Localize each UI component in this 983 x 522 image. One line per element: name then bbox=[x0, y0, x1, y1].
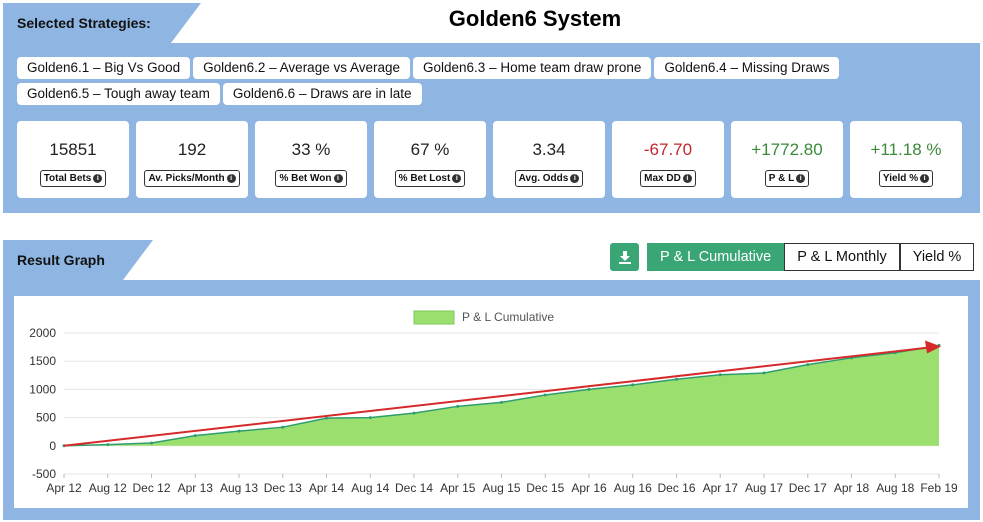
tab-yield[interactable]: Yield % bbox=[899, 243, 975, 271]
series-area bbox=[64, 345, 939, 446]
data-point bbox=[412, 411, 416, 415]
trend-arrow-line bbox=[63, 346, 930, 447]
stats-row: 15851 Total Bets i 192 Av. Picks/Month i 33 … bbox=[17, 121, 962, 198]
data-point bbox=[806, 363, 810, 367]
data-point bbox=[587, 387, 591, 391]
stat-label[interactable]: Total Bets i bbox=[39, 170, 107, 187]
strategy-chip[interactable]: Golden6.6 – Draws are in late bbox=[222, 83, 422, 105]
x-tick-label: Aug 18 bbox=[876, 481, 914, 495]
data-point bbox=[718, 373, 722, 377]
result-chart: -500 0 500 1000 1500 2000 Apr 12 Aug 12 Dec 12 Ap… bbox=[14, 296, 968, 508]
result-graph-label: Result Graph bbox=[3, 240, 153, 280]
x-tick-label: Apr 18 bbox=[834, 481, 870, 495]
graph-mode-toggle: P & L Cumulative P & L Monthly Yield % bbox=[647, 243, 975, 271]
x-tick-label: Aug 16 bbox=[614, 481, 652, 495]
selected-strategies-label: Selected Strategies: bbox=[3, 3, 201, 43]
data-point bbox=[456, 404, 460, 408]
stat-card-avg-odds: 3.34 Avg. Odds i bbox=[493, 121, 605, 198]
y-tick-label: 1000 bbox=[29, 382, 56, 396]
x-tick-label: Aug 13 bbox=[220, 481, 258, 495]
y-tick-label: 1500 bbox=[29, 354, 56, 368]
x-tick-label: Apr 13 bbox=[178, 481, 214, 495]
data-point bbox=[543, 393, 547, 397]
x-tick-label: Apr 12 bbox=[46, 481, 82, 495]
data-point bbox=[631, 383, 635, 387]
stat-label[interactable]: Av. Picks/Month i bbox=[144, 170, 240, 187]
tab-pl-cumulative[interactable]: P & L Cumulative bbox=[647, 243, 785, 271]
x-tick-label: Dec 14 bbox=[395, 481, 433, 495]
trend-arrow-head bbox=[925, 340, 941, 354]
strategy-chip[interactable]: Golden6.4 – Missing Draws bbox=[654, 57, 840, 79]
info-icon[interactable]: i bbox=[333, 174, 343, 183]
x-tick-label: Apr 17 bbox=[703, 481, 739, 495]
info-icon[interactable]: i bbox=[796, 174, 806, 183]
strategy-chips: Golden6.1 – Big Vs Good Golden6.2 – Avera… bbox=[17, 57, 967, 109]
chart-svg: -500 0 500 1000 1500 2000 Apr 12 Aug 12 Dec 12 Ap… bbox=[29, 310, 958, 495]
data-point bbox=[237, 429, 241, 433]
stat-label[interactable]: % Bet Won i bbox=[275, 170, 347, 187]
stat-card-max-dd: -67.70 Max DD i bbox=[612, 121, 724, 198]
y-tick-label: 0 bbox=[49, 439, 56, 453]
strategy-chip[interactable]: Golden6.3 – Home team draw prone bbox=[413, 57, 652, 79]
x-tick-label: Aug 14 bbox=[351, 481, 389, 495]
data-point bbox=[368, 416, 372, 420]
info-icon[interactable]: i bbox=[570, 174, 580, 183]
stat-label[interactable]: % Bet Lost i bbox=[394, 170, 466, 187]
stat-label[interactable]: Yield % i bbox=[878, 170, 934, 187]
x-tick-label: Apr 14 bbox=[309, 481, 345, 495]
data-point bbox=[500, 400, 503, 404]
x-tick-label: Feb 19 bbox=[920, 481, 958, 495]
download-button[interactable] bbox=[610, 243, 639, 271]
data-point bbox=[675, 377, 678, 381]
stat-label[interactable]: Max DD i bbox=[640, 170, 696, 187]
info-icon[interactable]: i bbox=[920, 174, 930, 183]
x-tick-label: Dec 12 bbox=[132, 481, 170, 495]
legend-label: P & L Cumulative bbox=[462, 310, 554, 324]
info-icon[interactable]: i bbox=[682, 174, 692, 183]
x-tick-label: Aug 17 bbox=[745, 481, 783, 495]
data-point bbox=[325, 416, 328, 420]
x-tick-label: Aug 12 bbox=[89, 481, 127, 495]
stat-card-total-bets: 15851 Total Bets i bbox=[17, 121, 129, 198]
x-tick-label: Dec 15 bbox=[526, 481, 564, 495]
stat-card-bet-lost: 67 %% Bet Lost i bbox=[374, 121, 486, 198]
data-point bbox=[150, 441, 153, 445]
y-tick-label: 500 bbox=[36, 411, 56, 425]
strategy-chip[interactable]: Golden6.5 – Tough away team bbox=[17, 83, 220, 105]
data-point bbox=[281, 425, 285, 429]
info-icon[interactable]: i bbox=[452, 174, 462, 183]
info-icon[interactable]: i bbox=[226, 174, 236, 183]
y-tick-label: -500 bbox=[32, 467, 56, 481]
y-tick-label: 2000 bbox=[29, 326, 56, 340]
data-point bbox=[193, 434, 197, 438]
stat-card-yield: +11.18 % Yield % i bbox=[850, 121, 962, 198]
data-point bbox=[106, 443, 110, 447]
page-title: Golden6 System bbox=[448, 6, 622, 31]
data-point bbox=[762, 371, 766, 375]
strategy-chip[interactable]: Golden6.2 – Average vs Average bbox=[193, 57, 411, 79]
x-tick-label: Dec 16 bbox=[657, 481, 695, 495]
stat-label[interactable]: Avg. Odds i bbox=[514, 170, 584, 187]
x-tick-label: Aug 15 bbox=[482, 481, 520, 495]
stat-card-picks-month: 192 Av. Picks/Month i bbox=[136, 121, 248, 198]
legend-swatch bbox=[413, 310, 455, 325]
tab-pl-monthly[interactable]: P & L Monthly bbox=[784, 243, 900, 271]
x-tick-label: Dec 17 bbox=[789, 481, 827, 495]
stat-card-bet-won: 33 %% Bet Won i bbox=[255, 121, 367, 198]
download-icon bbox=[618, 251, 631, 264]
x-tick-label: Apr 16 bbox=[571, 481, 607, 495]
strategies-panel: Golden6.1 – Big Vs Good Golden6.2 – Avera… bbox=[3, 43, 980, 213]
x-tick-label: Dec 13 bbox=[264, 481, 302, 495]
x-tick-label: Apr 15 bbox=[440, 481, 476, 495]
strategy-chip[interactable]: Golden6.1 – Big Vs Good bbox=[17, 57, 191, 79]
info-icon[interactable]: i bbox=[93, 174, 103, 183]
